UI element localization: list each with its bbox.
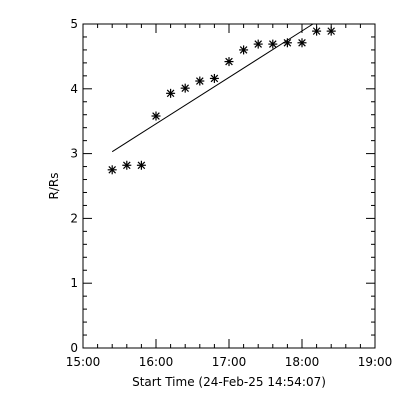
data-point: [136, 160, 146, 170]
data-point: [151, 111, 161, 121]
data-point: [180, 83, 190, 93]
x-axis-label: Start Time (24-Feb-25 14:54:07): [132, 375, 326, 389]
y-tick-label: 1: [70, 276, 78, 290]
data-point: [209, 73, 219, 83]
data-point: [282, 38, 292, 48]
y-tick-label: 5: [70, 17, 78, 31]
data-point: [224, 57, 234, 67]
y-tick-label: 4: [70, 82, 78, 96]
data-points: [107, 26, 336, 175]
y-axis-label: R/Rs: [47, 173, 61, 200]
x-tick-label: 19:00: [358, 355, 393, 369]
x-tick-label: 18:00: [285, 355, 320, 369]
data-point: [326, 26, 336, 36]
x-tick-label: 17:00: [212, 355, 247, 369]
data-point: [166, 88, 176, 98]
axis-ticks: [82, 23, 376, 349]
data-point: [107, 165, 117, 175]
data-point: [253, 39, 263, 49]
fit-line-group: [111, 23, 314, 153]
x-tick-label: 16:00: [139, 355, 174, 369]
y-tick-label: 0: [70, 341, 78, 355]
data-point: [268, 39, 278, 49]
data-point: [297, 38, 307, 48]
y-tick-label: 3: [70, 147, 78, 161]
tick-labels: 15:00 16:00 17:00 18:00 19:00 0 1 2 3 4 5: [66, 17, 393, 369]
x-tick-label: 15:00: [66, 355, 101, 369]
data-point: [122, 160, 132, 170]
plot-frame: [82, 23, 376, 349]
fit-line: [111, 23, 314, 153]
data-point: [195, 76, 205, 86]
data-point: [312, 26, 322, 36]
data-point: [239, 45, 249, 55]
y-tick-label: 2: [70, 211, 78, 225]
